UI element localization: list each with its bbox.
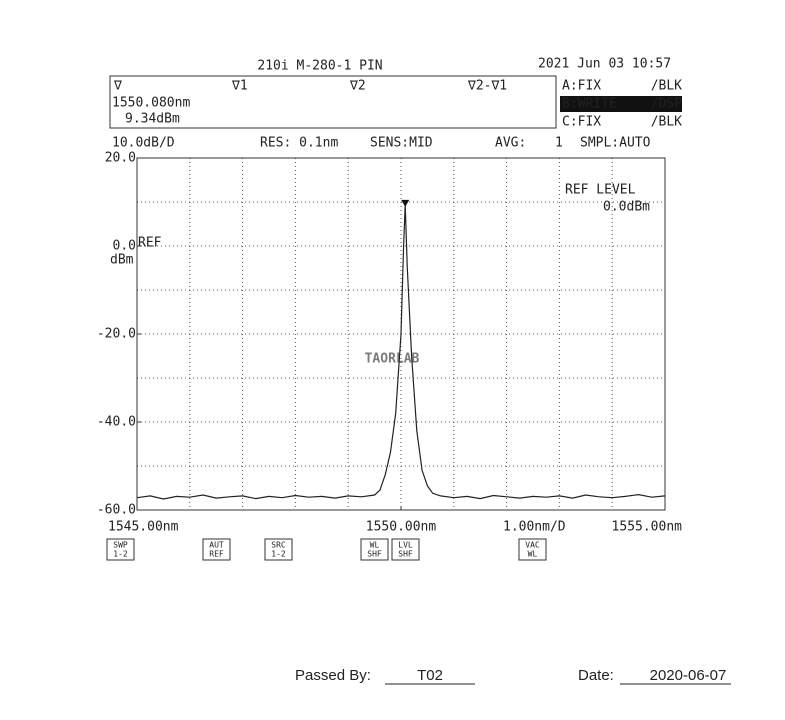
active-trace-bg	[560, 96, 682, 112]
marker-label: ∇2-∇1	[467, 79, 507, 94]
soft-key	[202, 538, 231, 561]
x-tick-label: 1555.00nm	[612, 520, 683, 535]
setting: 1	[555, 136, 563, 151]
y-tick-label: 20.0	[105, 151, 136, 166]
title: 210i M-280-1 PIN	[257, 59, 382, 74]
x-tick-label: 1545.00nm	[108, 520, 179, 535]
soft-key-label: SWP	[113, 541, 128, 550]
trace-mode: B:WRITE	[562, 97, 617, 112]
soft-key	[518, 538, 547, 561]
date-value: 2020-06-07	[650, 667, 727, 684]
trace-display: /BLK	[651, 79, 682, 94]
soft-key-label: 1-2	[271, 550, 286, 559]
marker-box	[109, 75, 557, 129]
marker-wavelength: 1550.080nm	[112, 96, 190, 111]
ref-level: 0.0dBm	[603, 200, 650, 215]
setting: SENS:MID	[370, 136, 433, 151]
y-division: 10.0dB/D	[112, 136, 175, 151]
trace-mode: A:FIX	[562, 79, 601, 94]
marker-label: ∇	[113, 79, 122, 94]
marker-label: ∇1	[231, 79, 248, 94]
soft-key-label: SHF	[398, 550, 413, 559]
setting: AVG:	[495, 136, 526, 151]
soft-key-label: LVL	[398, 541, 413, 550]
soft-key-label: SHF	[367, 550, 382, 559]
passed-label: Passed By:	[295, 667, 371, 684]
spectrum-line	[136, 204, 666, 500]
setting: RES: 0.1nm	[260, 136, 338, 151]
watermark: TAORLAB	[365, 352, 420, 367]
soft-key-label: 1-2	[113, 550, 128, 559]
datetime: 2021 Jun 03 10:57	[538, 57, 671, 72]
setting: SMPL:AUTO	[580, 136, 651, 151]
ref-marker: REF	[138, 236, 162, 251]
soft-key	[264, 538, 293, 561]
date-label: Date:	[578, 667, 614, 684]
marker-label: ∇2	[349, 79, 366, 94]
ref-level-title: REF LEVEL	[565, 183, 636, 198]
y-tick-label: -20.0	[97, 327, 136, 342]
soft-key-label: WL	[370, 541, 380, 550]
soft-key-label: WL	[528, 550, 538, 559]
y-tick-label: 0.0	[113, 239, 136, 254]
soft-key-label: SRC	[271, 541, 286, 550]
y-tick-label: -60.0	[97, 503, 136, 518]
peak-marker	[401, 199, 410, 207]
trace-display: /BLK	[651, 115, 682, 130]
soft-key-label: VAC	[525, 541, 540, 550]
soft-key-label: AUT	[209, 541, 224, 550]
soft-key	[391, 538, 420, 561]
passed-value: T02	[417, 667, 443, 684]
y-tick-label: -40.0	[97, 415, 136, 430]
x-division: 1.00nm/D	[503, 520, 566, 535]
marker-level: 9.34dBm	[125, 112, 180, 127]
y-unit: dBm	[110, 253, 134, 268]
trace-display: /DSP	[651, 97, 682, 112]
soft-key-label: REF	[209, 550, 224, 559]
x-tick-label: 1550.00nm	[366, 520, 437, 535]
soft-key	[106, 538, 135, 561]
soft-key	[360, 538, 389, 561]
trace-mode: C:FIX	[562, 115, 601, 130]
